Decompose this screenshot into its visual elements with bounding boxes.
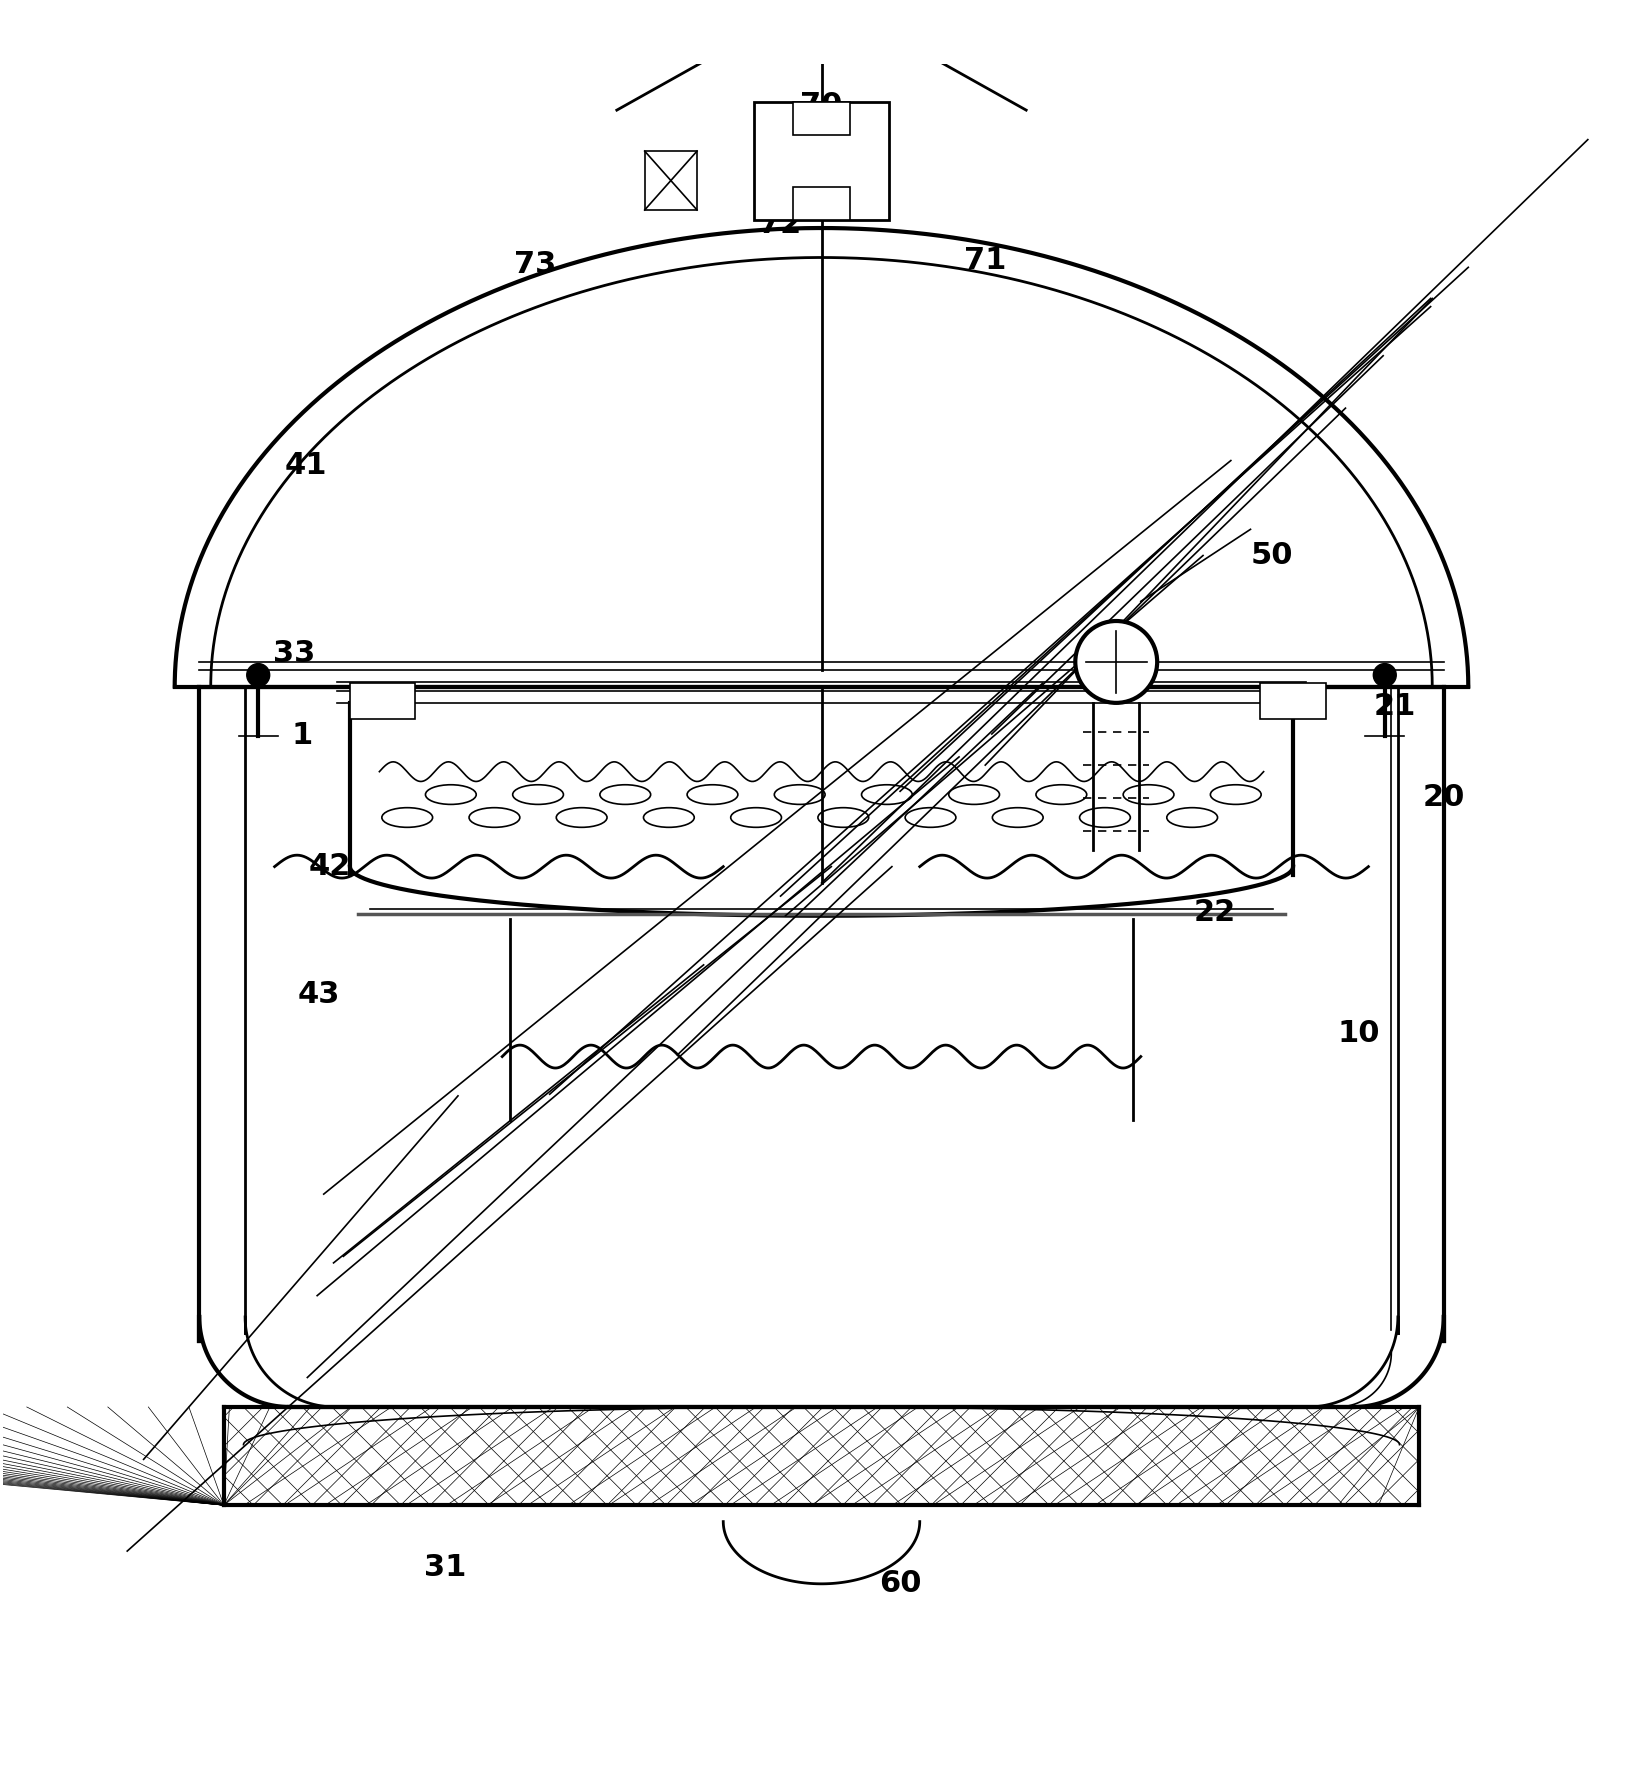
Text: 1: 1 [292,721,314,751]
Circle shape [1374,664,1397,687]
Bar [644,152,697,210]
Bar [350,683,416,719]
Text: 31: 31 [424,1552,467,1582]
Text: 20: 20 [1423,784,1466,812]
Text: 33: 33 [273,639,315,668]
Text: 50: 50 [1250,540,1293,570]
Bar [1260,683,1326,719]
Bar [223,1408,1420,1505]
Text: 41: 41 [284,450,327,480]
Text: 10: 10 [1337,1019,1380,1049]
Text: 71: 71 [964,245,1007,275]
Bar [794,102,849,134]
Text: 43: 43 [297,980,340,1008]
Circle shape [1075,622,1157,703]
Text: 60: 60 [879,1570,922,1598]
Circle shape [246,664,269,687]
Text: 72: 72 [759,210,802,238]
Text: 42: 42 [309,853,352,881]
Bar [794,187,849,219]
Bar [754,102,889,219]
Text: 73: 73 [514,249,555,279]
Text: 22: 22 [1193,897,1236,927]
Text: 21: 21 [1374,692,1416,721]
Text: 70: 70 [800,90,843,120]
